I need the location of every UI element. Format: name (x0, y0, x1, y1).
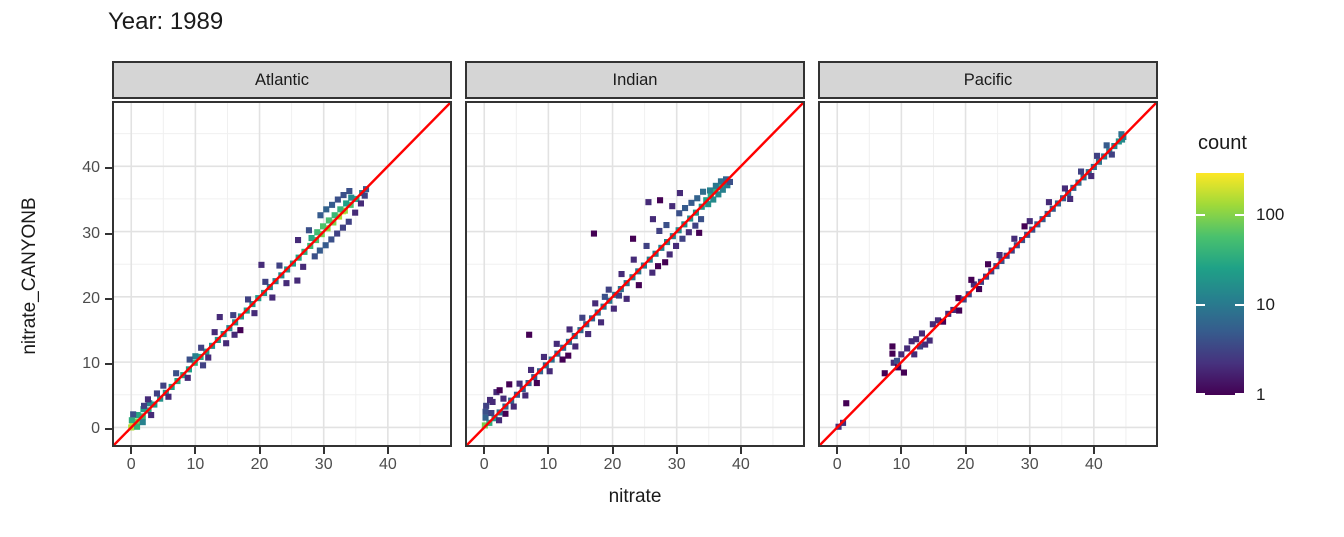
x-tick-label: 10 (892, 456, 911, 473)
x-tick-label: 0 (479, 456, 489, 473)
x-tick-label: 20 (956, 456, 975, 473)
x-tick-mark (964, 447, 967, 454)
legend-tick-mark (1235, 304, 1244, 307)
x-tick-mark (258, 447, 261, 454)
legend-title: count (1198, 132, 1247, 154)
x-tick-label: 20 (250, 456, 269, 473)
x-tick-mark (547, 447, 550, 454)
y-tick-mark (105, 167, 112, 170)
facet-indian: Indian 0 10 20 30 40 (465, 61, 805, 481)
identity-line (465, 101, 805, 447)
x-tick-label: 40 (731, 456, 750, 473)
y-tick-mark (105, 428, 112, 431)
legend-tick-label: 1 (1256, 385, 1266, 404)
legend-colorbar: 100 10 1 (1196, 173, 1284, 404)
facet-strip-label: Pacific (963, 70, 1013, 89)
x-tick-label: 40 (1084, 456, 1103, 473)
y-axis-ticks: 0 10 20 30 40 (60, 103, 112, 449)
facet-strip: Pacific (818, 61, 1158, 99)
x-tick-label: 30 (314, 456, 333, 473)
facet-strip-label: Indian (612, 70, 658, 89)
x-tick-label: 20 (603, 456, 622, 473)
x-tick-mark (194, 447, 197, 454)
x-tick-label: 0 (126, 456, 136, 473)
y-tick-label: 10 (82, 355, 100, 373)
x-tick-mark (900, 447, 903, 454)
y-axis-title: nitrate_CANYONB (19, 197, 40, 355)
legend-tick-mark (1196, 214, 1205, 217)
x-tick-mark (739, 447, 742, 454)
facet-strip: Atlantic (112, 61, 452, 99)
identity-line (818, 101, 1158, 447)
x-tick-mark (386, 447, 389, 454)
y-tick-mark (105, 363, 112, 366)
legend-tick-label: 100 (1256, 205, 1285, 225)
facet-panel (112, 101, 452, 447)
x-tick-label: 10 (539, 456, 558, 473)
y-tick-label: 20 (82, 289, 100, 307)
x-tick-mark (675, 447, 678, 454)
x-axis-ticks: 0 10 20 30 40 (112, 447, 452, 481)
x-axis-ticks: 0 10 20 30 40 (465, 447, 805, 481)
facet-strip: Indian (465, 61, 805, 99)
x-tick-mark (130, 447, 133, 454)
x-tick-label: 40 (378, 456, 397, 473)
facet-panel (465, 101, 805, 447)
identity-line (112, 101, 452, 447)
legend-tick-mark (1235, 214, 1244, 217)
y-tick-label: 40 (82, 159, 100, 177)
x-tick-mark (611, 447, 614, 454)
x-tick-mark (1028, 447, 1031, 454)
legend-tick-label: 10 (1256, 295, 1275, 315)
x-axis-ticks: 0 10 20 30 40 (818, 447, 1158, 481)
x-tick-mark (836, 447, 839, 454)
x-tick-label: 10 (186, 456, 205, 473)
x-tick-mark (483, 447, 486, 454)
y-tick-mark (105, 297, 112, 300)
legend-tick-mark (1196, 393, 1205, 395)
facet-pacific: Pacific 0 10 20 30 40 (818, 61, 1158, 481)
plot-title: Year: 1989 (108, 8, 224, 35)
x-axis-title: nitrate (608, 486, 662, 507)
facet-panel (818, 101, 1158, 447)
x-tick-mark (1092, 447, 1095, 454)
x-tick-label: 0 (832, 456, 842, 473)
x-tick-label: 30 (1020, 456, 1039, 473)
facet-atlantic: Atlantic 0 10 20 30 40 (112, 61, 452, 481)
legend: count 100 10 1 (1196, 132, 1336, 404)
x-tick-mark (322, 447, 325, 454)
legend-tick-mark (1235, 393, 1244, 395)
y-tick-label: 0 (91, 420, 100, 438)
y-tick-label: 30 (82, 224, 100, 242)
x-tick-label: 30 (667, 456, 686, 473)
legend-tick-mark (1196, 304, 1205, 307)
y-tick-mark (105, 232, 112, 235)
facet-strip-label: Atlantic (254, 70, 310, 89)
